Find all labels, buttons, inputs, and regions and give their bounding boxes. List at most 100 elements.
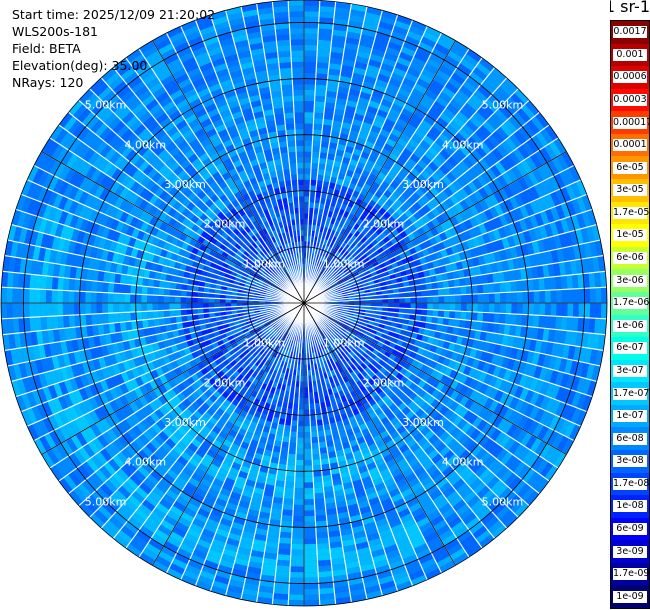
range-gate-cell bbox=[314, 202, 320, 209]
range-gate-cell bbox=[478, 223, 488, 235]
range-gate-cell bbox=[315, 515, 327, 522]
range-gate-cell bbox=[329, 136, 339, 144]
range-gate-cell bbox=[356, 50, 371, 60]
range-gate-cell bbox=[431, 316, 438, 325]
range-gate-cell bbox=[449, 194, 460, 206]
range-gate-cell bbox=[340, 248, 347, 255]
range-gate-cell bbox=[368, 496, 381, 506]
range-gate-cell bbox=[390, 564, 407, 576]
range-gate-cell bbox=[315, 408, 322, 415]
range-gate-cell bbox=[466, 48, 483, 63]
range-gate-cell bbox=[495, 465, 509, 480]
range-gate-cell bbox=[344, 145, 355, 154]
range-gate-cell bbox=[316, 180, 324, 187]
range-gate-cell bbox=[429, 360, 438, 370]
range-gate-cell bbox=[390, 523, 405, 534]
range-gate-cell bbox=[544, 446, 557, 462]
range-gate-cell bbox=[465, 473, 479, 487]
range-gate-cell bbox=[371, 366, 380, 375]
range-gate-cell bbox=[146, 294, 153, 303]
range-gate-cell bbox=[325, 434, 334, 442]
range-gate-cell bbox=[364, 140, 375, 150]
range-gate-cell bbox=[483, 293, 490, 303]
range-gate-cell bbox=[413, 432, 425, 443]
range-gate-cell bbox=[430, 79, 445, 92]
range-gate-cell bbox=[483, 454, 496, 469]
range-gate-cell bbox=[51, 276, 59, 291]
range-gate-cell bbox=[504, 247, 513, 260]
range-gate-cell bbox=[374, 345, 382, 352]
range-gate-cell bbox=[522, 291, 529, 303]
range-gate-cell bbox=[322, 278, 328, 284]
range-gate-cell bbox=[430, 369, 439, 379]
range-gate-cell bbox=[457, 269, 465, 279]
range-gate-cell bbox=[356, 342, 363, 349]
range-gate-cell bbox=[531, 240, 540, 254]
range-gate-cell bbox=[529, 214, 539, 229]
range-gate-cell bbox=[427, 433, 439, 445]
range-gate-cell bbox=[293, 397, 299, 404]
range-gate-cell bbox=[324, 170, 332, 177]
range-gate-cell bbox=[585, 363, 595, 380]
range-gate-cell bbox=[332, 319, 338, 325]
range-gate-cell bbox=[534, 252, 543, 267]
range-gate-cell bbox=[349, 266, 356, 273]
range-gate-cell bbox=[402, 280, 410, 288]
range-gate-cell bbox=[429, 468, 442, 480]
range-gate-cell bbox=[322, 480, 333, 488]
range-gate-cell bbox=[420, 232, 429, 242]
range-gate-cell bbox=[417, 159, 428, 170]
range-gate-cell bbox=[565, 405, 577, 422]
range-gate-cell bbox=[347, 264, 354, 270]
range-gate-cell bbox=[444, 397, 455, 409]
range-gate-cell bbox=[435, 381, 445, 392]
range-gate-cell bbox=[314, 397, 320, 404]
range-gate-cell bbox=[279, 452, 289, 460]
range-gate-cell bbox=[512, 233, 521, 247]
range-gate-cell bbox=[382, 307, 389, 312]
range-gate-cell bbox=[35, 274, 42, 290]
range-gate-cell bbox=[367, 370, 376, 379]
range-gate-cell bbox=[514, 325, 522, 338]
range-gate-cell bbox=[386, 425, 397, 435]
range-gate-cell bbox=[447, 77, 463, 90]
range-gate-cell bbox=[304, 123, 314, 130]
range-gate-cell bbox=[443, 287, 450, 296]
range-gate-cell bbox=[372, 250, 380, 258]
range-gate-cell bbox=[500, 451, 513, 466]
range-gate-cell bbox=[141, 286, 148, 295]
range-gate-cell bbox=[370, 149, 381, 158]
range-gate-cell bbox=[595, 303, 602, 319]
range-gate-cell bbox=[299, 387, 304, 393]
range-gate-cell bbox=[432, 353, 441, 363]
range-gate-cell bbox=[439, 560, 456, 573]
range-gate-cell bbox=[315, 526, 328, 533]
range-gate-cell bbox=[414, 258, 422, 267]
range-gate-cell bbox=[424, 165, 435, 176]
range-gate-cell bbox=[330, 269, 336, 276]
range-gate-cell bbox=[393, 98, 406, 108]
range-gate-cell bbox=[416, 144, 428, 155]
range-gate-cell bbox=[107, 303, 114, 314]
range-gate-cell bbox=[326, 253, 333, 260]
range-gate-cell bbox=[525, 267, 533, 280]
range-gate-cell bbox=[378, 103, 391, 114]
range-gate-cell bbox=[533, 365, 543, 380]
range-gate-cell bbox=[382, 298, 389, 303]
range-gate-cell bbox=[420, 475, 433, 487]
range-gate-cell bbox=[428, 53, 445, 65]
range-gate-cell bbox=[466, 440, 479, 454]
range-gate-cell bbox=[337, 425, 346, 434]
range-gate-cell bbox=[548, 141, 562, 158]
range-gate-cell bbox=[107, 292, 114, 303]
range-gate-cell bbox=[402, 518, 417, 529]
range-gate-cell bbox=[452, 234, 462, 245]
range-gate-cell bbox=[427, 245, 435, 255]
range-gate-cell bbox=[479, 382, 489, 395]
range-gate-cell bbox=[191, 303, 198, 309]
range-gate-cell bbox=[317, 34, 333, 41]
range-gate-cell bbox=[334, 348, 341, 355]
range-gate-cell bbox=[320, 338, 325, 344]
range-gate-cell bbox=[323, 279, 329, 285]
range-gate-cell bbox=[380, 98, 393, 109]
